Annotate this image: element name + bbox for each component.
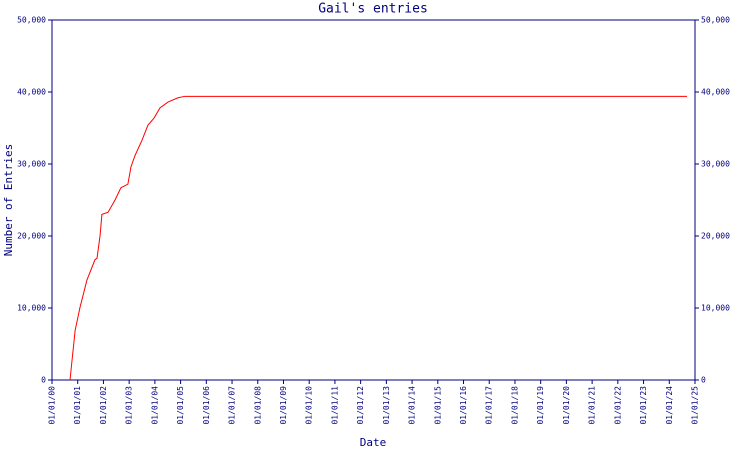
x-tick-label: 01/01/10 — [305, 386, 314, 425]
plot-frame — [51, 19, 696, 381]
y-tick-label: 10,000 — [17, 304, 46, 313]
x-tick-label: 01/01/14 — [408, 386, 417, 425]
x-tick-label: 01/01/00 — [48, 386, 57, 425]
x-tick-label: 01/01/05 — [176, 386, 185, 425]
y2-tick-label: 20,000 — [701, 232, 730, 241]
y2-tick-label: 40,000 — [701, 88, 730, 97]
x-tick-label: 01/01/16 — [459, 386, 468, 425]
x-tick-label: 01/01/24 — [665, 386, 674, 425]
x-axis-label: Date — [360, 436, 387, 449]
x-tick-label: 01/01/18 — [510, 386, 519, 425]
x-tick-label: 01/01/02 — [99, 386, 108, 425]
y-tick-label: 20,000 — [17, 232, 46, 241]
x-tick-label: 01/01/25 — [691, 386, 700, 425]
x-tick-label: 01/01/04 — [150, 386, 159, 425]
y2-tick-label: 10,000 — [701, 304, 730, 313]
y-axis-label: Number of Entries — [2, 144, 15, 257]
x-tick-label: 01/01/23 — [639, 386, 648, 425]
y-tick-label: 50,000 — [17, 16, 46, 25]
data-line — [69, 95, 688, 381]
x-tick-label: 01/01/21 — [588, 386, 597, 425]
y2-tick-label: 50,000 — [701, 16, 730, 25]
x-tick-label: 01/01/22 — [613, 386, 622, 425]
x-tick-label: 01/01/20 — [562, 386, 571, 425]
chart-title: Gail's entries — [318, 2, 428, 17]
x-tick-label: 01/01/07 — [228, 386, 237, 425]
x-tick-label: 01/01/01 — [73, 386, 82, 425]
y-tick-label: 40,000 — [17, 88, 46, 97]
x-tick-label: 01/01/03 — [125, 386, 134, 425]
x-tick-label: 01/01/13 — [382, 386, 391, 425]
x-tick-label: 01/01/15 — [433, 386, 442, 425]
x-tick-label: 01/01/11 — [330, 386, 339, 425]
y2-tick-label: 0 — [701, 376, 706, 385]
x-tick-label: 01/01/12 — [356, 386, 365, 425]
x-tick-label: 01/01/19 — [536, 386, 545, 425]
y2-tick-label: 30,000 — [701, 160, 730, 169]
y-tick-label: 0 — [41, 376, 46, 385]
x-tick-label: 01/01/09 — [279, 386, 288, 425]
y-tick-label: 30,000 — [17, 160, 46, 169]
x-tick-label: 01/01/08 — [253, 386, 262, 425]
x-tick-label: 01/01/17 — [485, 386, 494, 425]
x-tick-label: 01/01/06 — [202, 386, 211, 425]
